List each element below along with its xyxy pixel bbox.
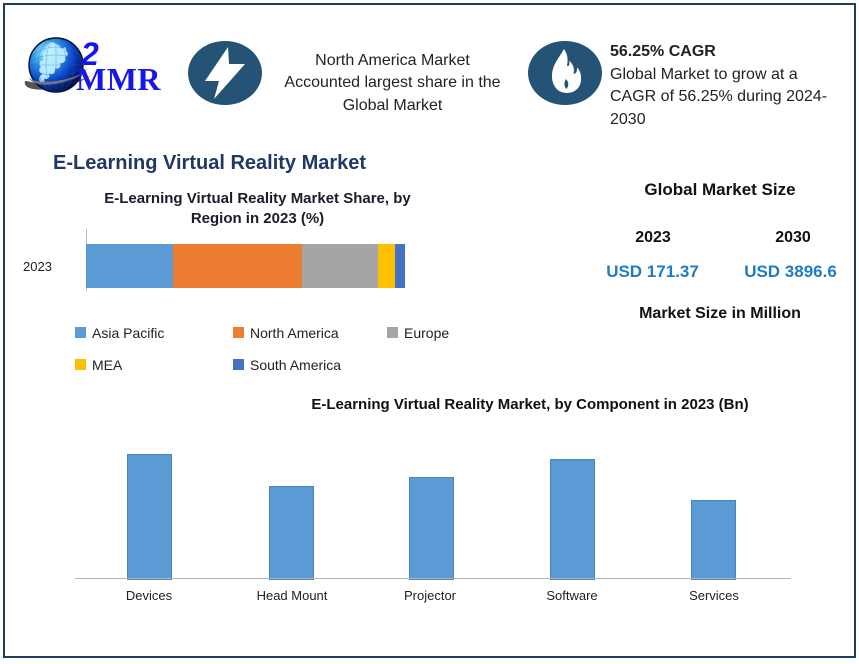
svg-text:MMR: MMR (76, 61, 161, 97)
